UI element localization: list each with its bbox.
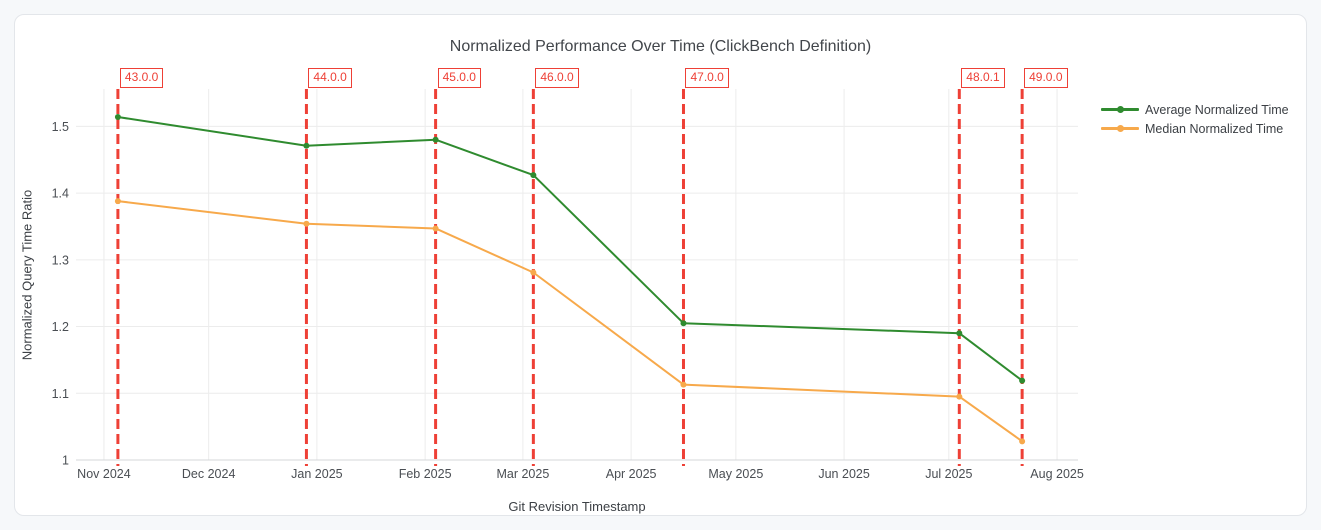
- x-tick-label: Dec 2024: [182, 467, 236, 481]
- data-point-average: [303, 142, 310, 149]
- legend-item-median[interactable]: Median Normalized Time: [1101, 119, 1289, 138]
- plot-area: 1 1.1 1.2 1.3 1.4 1.5 Nov 2024 Dec 2024 Jan 2025…: [52, 89, 1084, 481]
- chart-title: Normalized Performance Over Time (ClickB…: [449, 38, 872, 55]
- x-tick-label: Aug 2025: [1030, 467, 1084, 481]
- legend-item-average[interactable]: Average Normalized Time: [1101, 100, 1289, 119]
- data-point-average: [1019, 377, 1026, 384]
- x-tick-label: Jan 2025: [291, 467, 342, 481]
- legend-line-sample-average: [1101, 105, 1139, 114]
- version-label: 48.0.1: [961, 68, 1005, 88]
- y-tick-label: 1.4: [52, 187, 69, 201]
- data-point-median: [1019, 438, 1026, 445]
- data-point-average: [956, 330, 963, 337]
- data-point-median: [432, 225, 439, 232]
- data-point-median: [956, 393, 963, 400]
- x-tick-label: Apr 2025: [606, 467, 657, 481]
- version-label: 43.0.0: [119, 68, 164, 88]
- legend-line-sample-median: [1101, 124, 1139, 133]
- data-point-average: [114, 114, 121, 121]
- chart-card: Normalized Performance Over Time (ClickB…: [14, 14, 1307, 516]
- x-tick-label: May 2025: [708, 467, 763, 481]
- version-label: 46.0.0: [535, 68, 579, 88]
- version-label: 45.0.0: [437, 68, 481, 88]
- data-point-average: [432, 136, 439, 143]
- data-point-median: [114, 198, 121, 205]
- data-point-median: [303, 220, 310, 227]
- data-point-average: [530, 172, 537, 179]
- y-tick-label: 1.3: [52, 253, 69, 267]
- y-tick-label: 1.1: [52, 387, 69, 401]
- x-tick-label: Feb 2025: [399, 467, 452, 481]
- series-line-median: [116, 200, 1024, 443]
- legend-label-median: Median Normalized Time: [1145, 121, 1284, 136]
- data-point-median: [680, 381, 687, 388]
- y-tick-label: 1: [62, 454, 69, 468]
- version-label: 49.0.0: [1024, 68, 1068, 88]
- legend-label-average: Average Normalized Time: [1145, 102, 1289, 117]
- version-label: 44.0.0: [308, 68, 352, 88]
- data-point-median: [530, 269, 537, 276]
- series-line-average: [116, 116, 1024, 382]
- y-tick-label: 1.2: [52, 320, 69, 334]
- x-axis-title: Git Revision Timestamp: [508, 499, 646, 514]
- x-tick-label: Jun 2025: [818, 467, 869, 481]
- y-axis-title: Normalized Query Time Ratio: [19, 189, 35, 361]
- legend: Average Normalized Time Median Normalize…: [1101, 100, 1289, 138]
- version-label: 47.0.0: [685, 68, 729, 88]
- x-tick-label: Jul 2025: [925, 467, 972, 481]
- y-tick-label: 1.5: [52, 120, 69, 134]
- x-tick-label: Nov 2024: [77, 467, 131, 481]
- x-tick-label: Mar 2025: [496, 467, 549, 481]
- data-point-average: [680, 320, 687, 327]
